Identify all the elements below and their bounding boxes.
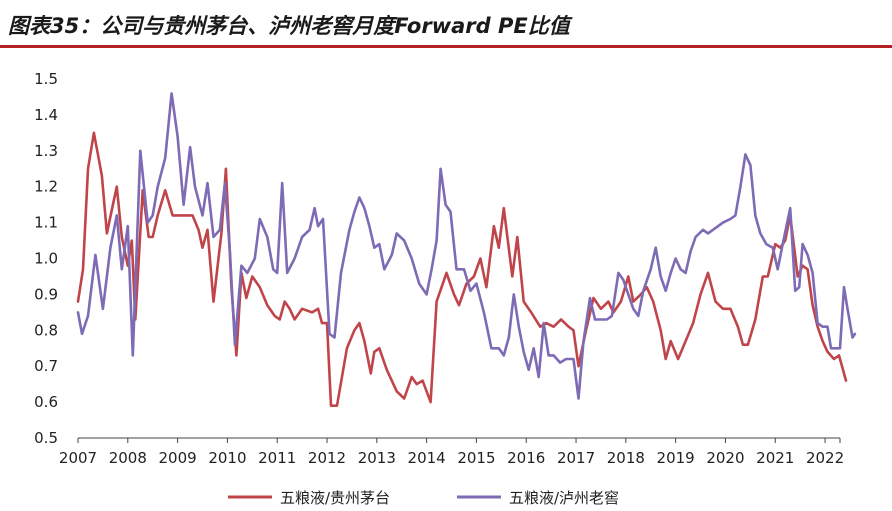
y-tick-label: 0.5	[34, 429, 58, 447]
title-divider	[0, 45, 892, 48]
x-tick-label: 2019	[657, 449, 695, 467]
y-tick-label: 1.4	[34, 106, 58, 124]
series-line-0	[76, 131, 848, 408]
y-tick-label: 0.9	[34, 285, 58, 303]
y-tick-label: 1.1	[34, 214, 58, 232]
chart-title: 图表35：公司与贵州茅台、泸州老窖月度Forward PE比值	[8, 14, 570, 38]
y-tick-label: 0.7	[34, 357, 58, 375]
x-tick-label: 2018	[607, 449, 645, 467]
legend: 五粮液/贵州茅台 五粮液/泸州老窖	[228, 489, 619, 507]
y-tick-label: 1.0	[34, 250, 58, 268]
x-tick-label: 2016	[507, 449, 545, 467]
x-axis-ticks: 2007 2008 2009 2010 2011 2012 2013 2014 2015 2016…	[59, 438, 844, 467]
x-tick-label: 2020	[706, 449, 744, 467]
legend-label-1: 五粮液/泸州老窖	[509, 489, 619, 507]
y-axis-ticks: 0.5 0.6 0.7 0.8 0.9 1.0 1.1 1.2 1.3 1.4 1.5	[34, 70, 58, 447]
x-tick-label: 2022	[806, 449, 844, 467]
x-tick-label: 2011	[258, 449, 296, 467]
y-tick-label: 0.6	[34, 393, 58, 411]
x-tick-label: 2009	[159, 449, 197, 467]
y-tick-label: 0.8	[34, 321, 58, 339]
x-tick-label: 2012	[308, 449, 346, 467]
x-tick-label: 2007	[59, 449, 97, 467]
series-line-1	[76, 92, 857, 400]
x-tick-label: 2008	[109, 449, 147, 467]
series-lines	[76, 92, 857, 408]
x-tick-label: 2010	[208, 449, 246, 467]
x-tick-label: 2017	[557, 449, 595, 467]
y-tick-label: 1.3	[34, 142, 58, 160]
legend-label-0: 五粮液/贵州茅台	[280, 489, 390, 507]
y-tick-label: 1.5	[34, 70, 58, 88]
x-tick-label: 2021	[756, 449, 794, 467]
x-tick-label: 2014	[408, 449, 446, 467]
x-tick-label: 2015	[457, 449, 495, 467]
x-tick-label: 2013	[358, 449, 396, 467]
y-tick-label: 1.2	[34, 178, 58, 196]
